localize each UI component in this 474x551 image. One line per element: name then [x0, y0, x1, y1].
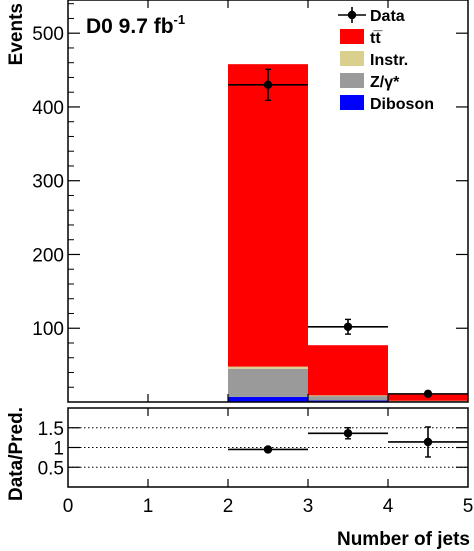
top-ytick-label: 500	[32, 24, 64, 45]
ratio-points	[228, 426, 468, 458]
bar-z-bin0	[228, 368, 308, 397]
legend-label: Diboson	[370, 96, 434, 113]
data-points	[228, 68, 468, 399]
legend-label: Z/γ*	[370, 74, 400, 91]
bar-z-bin1	[308, 396, 388, 401]
legend-label: Data	[370, 8, 405, 25]
y-axis-title: Events	[6, 3, 27, 65]
stacked-histogram	[228, 64, 468, 403]
data-point-marker	[263, 80, 273, 90]
bar-instr-bin0	[228, 366, 308, 369]
experiment-label-text: D0 9.7 fb	[86, 15, 174, 38]
top-panel-axes: 100 200 300 400 500	[32, 0, 469, 403]
x-tick-label: 4	[383, 496, 394, 517]
bar-tt-bin1	[308, 345, 388, 396]
lumi-exponent: -1	[174, 12, 186, 27]
ratio-ytick-label: 1	[53, 439, 64, 460]
x-axis-title: Number of jets	[337, 529, 470, 550]
bar-tt-bin0	[228, 64, 308, 367]
ratio-point-marker	[423, 437, 433, 447]
top-ytick-label: 100	[32, 319, 64, 340]
top-ytick-label: 200	[32, 245, 64, 266]
legend-label: tt̅	[370, 30, 383, 47]
legend: Data tt̅ Instr. Z/γ* Diboson	[338, 7, 434, 113]
ratio-panel-axes: 0.511.50 1 2 3 4 5	[38, 407, 474, 517]
x-tick-label: 5	[463, 496, 474, 517]
top-frame	[67, 0, 469, 403]
x-tick-label: 1	[143, 496, 154, 517]
x-tick-label: 2	[223, 496, 234, 517]
ratio-ytick-label: 0.5	[38, 458, 64, 479]
legend-swatch-z	[340, 73, 364, 88]
data-point-marker	[423, 389, 433, 399]
x-tick-label: 0	[63, 496, 74, 517]
legend-swatch-diboson	[340, 95, 364, 110]
bar-diboson-bin0	[228, 396, 308, 402]
legend-swatch-instr	[340, 51, 364, 66]
ratio-point-marker	[343, 429, 353, 438]
legend-swatch-tt	[340, 29, 364, 44]
data-point-marker	[343, 322, 353, 331]
bar-instr-bin1	[308, 395, 388, 397]
experiment-label: D0 9.7 fb-1	[86, 12, 185, 38]
ratio-ytick-label: 1.5	[38, 419, 64, 440]
ratio-point-marker	[263, 445, 273, 454]
legend-data-marker	[347, 10, 357, 20]
x-tick-label: 3	[303, 496, 314, 517]
bar-instr-bin2	[388, 400, 468, 402]
ratio-axis-title: Data/Pred.	[6, 407, 27, 501]
top-ytick-label: 300	[32, 172, 64, 193]
legend-label: Instr.	[370, 52, 408, 69]
top-ytick-label: 400	[32, 98, 64, 119]
